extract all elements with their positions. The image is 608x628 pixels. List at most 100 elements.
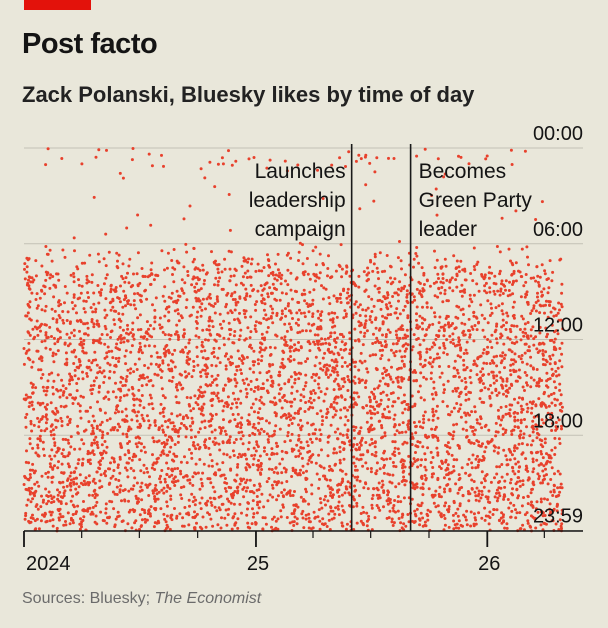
data-point [210, 404, 214, 408]
data-point [249, 275, 253, 279]
data-point [518, 376, 522, 380]
data-point [164, 433, 167, 437]
data-point [322, 286, 326, 290]
data-point [31, 385, 35, 389]
data-point [560, 424, 563, 428]
data-point [443, 288, 447, 292]
data-point [271, 321, 275, 325]
data-point [196, 403, 200, 407]
data-point [415, 507, 419, 511]
data-point [24, 393, 28, 397]
data-point [130, 344, 134, 348]
data-point [205, 503, 209, 507]
data-point [123, 354, 127, 358]
data-point [427, 418, 431, 422]
data-point [100, 333, 104, 336]
data-point [543, 497, 546, 501]
data-point [206, 372, 210, 376]
data-point [433, 428, 437, 431]
data-point [524, 331, 528, 335]
data-point [440, 371, 444, 375]
data-point [307, 502, 311, 506]
data-point [536, 280, 540, 284]
data-point [164, 307, 168, 311]
data-point [375, 469, 379, 473]
data-point [64, 520, 67, 523]
data-point [167, 348, 170, 352]
data-point [196, 297, 200, 301]
data-point [52, 295, 56, 299]
data-point [39, 329, 42, 333]
data-point [482, 348, 486, 352]
data-point [156, 373, 160, 377]
data-point [504, 288, 507, 292]
data-point [118, 399, 122, 402]
data-point [418, 289, 422, 293]
data-point [364, 183, 368, 187]
data-point [125, 468, 129, 472]
data-point [192, 407, 195, 411]
data-point [334, 358, 338, 362]
data-point [475, 364, 479, 368]
data-point [396, 256, 400, 260]
data-point [240, 354, 244, 358]
data-point [554, 369, 558, 373]
data-point [529, 355, 533, 359]
data-point [453, 387, 457, 391]
data-point [371, 353, 375, 357]
data-point [422, 398, 426, 402]
data-point [167, 351, 171, 355]
data-point [522, 496, 525, 499]
data-point [342, 316, 346, 320]
data-point [66, 344, 70, 348]
data-point [402, 496, 406, 500]
data-point [201, 356, 205, 360]
data-point [560, 305, 564, 309]
data-point [397, 287, 400, 291]
data-point [46, 335, 50, 339]
data-point [455, 259, 459, 263]
data-point [559, 393, 563, 397]
data-point [216, 391, 220, 395]
data-point [457, 336, 461, 340]
data-point [271, 282, 275, 286]
data-point [99, 423, 102, 427]
data-point [140, 267, 144, 270]
data-point [248, 336, 252, 340]
data-point [391, 280, 395, 284]
data-point [230, 163, 234, 167]
data-point [523, 418, 526, 421]
data-point [52, 336, 56, 340]
data-point [188, 424, 192, 428]
data-point [226, 311, 230, 315]
data-point [413, 298, 417, 302]
data-point [457, 478, 461, 482]
data-point [136, 292, 140, 295]
data-point [353, 302, 357, 306]
data-point [397, 423, 401, 427]
data-point [270, 525, 273, 529]
data-point [366, 370, 370, 374]
data-point [126, 461, 130, 465]
data-point [495, 245, 499, 248]
data-point [52, 437, 56, 441]
data-point [537, 397, 541, 401]
data-point [381, 412, 385, 416]
data-point [399, 386, 403, 390]
data-point [236, 517, 240, 521]
data-point [514, 369, 518, 373]
data-point [88, 506, 92, 510]
data-point [531, 457, 535, 461]
data-point [163, 477, 167, 481]
data-point [108, 376, 111, 380]
data-point [132, 452, 136, 456]
data-point [535, 384, 539, 388]
data-point [279, 277, 283, 280]
data-point [541, 352, 545, 356]
data-point [244, 287, 248, 291]
data-point [392, 521, 396, 525]
data-point [389, 348, 393, 352]
data-point [559, 302, 563, 306]
data-point [284, 314, 288, 318]
data-point [425, 512, 429, 516]
